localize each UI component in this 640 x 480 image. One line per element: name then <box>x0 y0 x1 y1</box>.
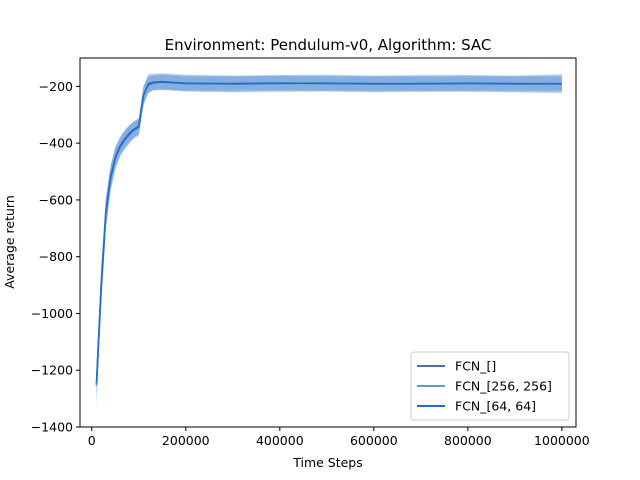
series-lines <box>95 80 562 386</box>
y-axis-ticks: −1400 −1200 −1000 −800 −600 −400 −200 <box>31 79 80 435</box>
y-tick-label-4: −600 <box>39 192 73 207</box>
x-tick-label-4: 800000 <box>444 433 492 448</box>
y-tick-label-5: −400 <box>39 136 73 151</box>
x-tick-label-0: 0 <box>88 433 96 448</box>
legend: FCN_[] FCN_[256, 256] FCN_[64, 64] <box>410 351 570 421</box>
y-tick-label-1: −1200 <box>31 363 73 378</box>
x-axis-ticks: 0 200000 400000 600000 800000 1000000 <box>88 427 590 448</box>
series-line-0 <box>95 81 562 385</box>
y-axis-label: Average return <box>2 195 17 289</box>
legend-label-1: FCN_[256, 256] <box>455 379 552 394</box>
x-axis-label: Time Steps <box>292 455 363 470</box>
y-tick-label-0: −1400 <box>31 420 73 435</box>
series-band-0 <box>96 75 562 396</box>
series-line-1 <box>95 80 562 386</box>
confidence-bands <box>96 73 562 409</box>
series-band-2 <box>96 73 562 401</box>
y-tick-label-6: −200 <box>39 79 73 94</box>
chart-title: Environment: Pendulum-v0, Algorithm: SAC <box>165 36 492 54</box>
x-tick-label-2: 400000 <box>256 433 304 448</box>
x-tick-label-5: 1000000 <box>534 433 590 448</box>
series-line-2 <box>95 80 562 384</box>
legend-label-2: FCN_[64, 64] <box>455 399 536 414</box>
y-tick-label-2: −1000 <box>31 306 73 321</box>
x-tick-label-1: 200000 <box>162 433 210 448</box>
series-band-1 <box>96 73 562 409</box>
legend-label-0: FCN_[] <box>455 359 496 374</box>
x-tick-label-3: 600000 <box>350 433 398 448</box>
legend-box <box>410 351 570 421</box>
plot-frame <box>79 57 577 428</box>
y-tick-label-3: −800 <box>39 249 73 264</box>
